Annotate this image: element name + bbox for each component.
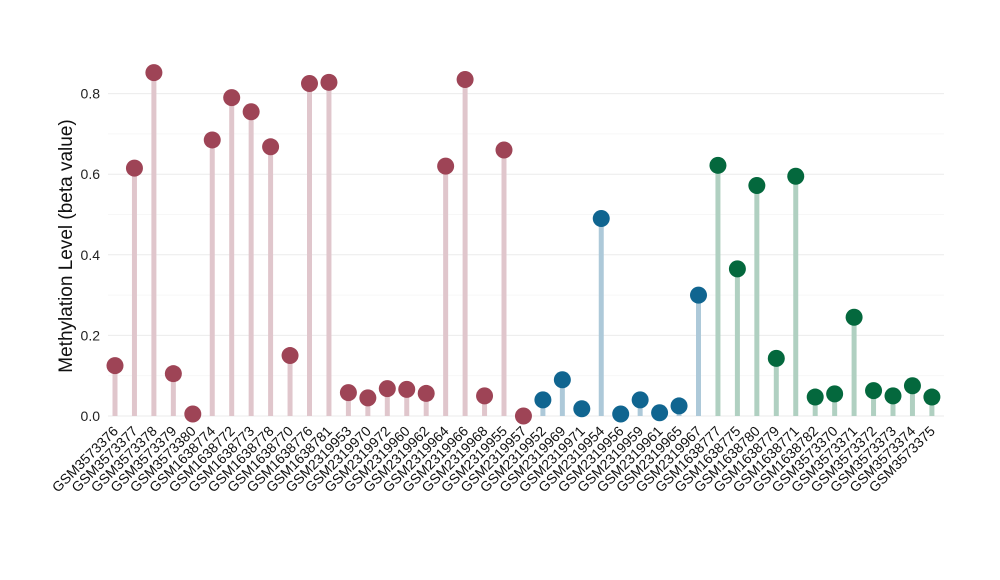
point-GSM1638774 [203,131,221,149]
point-GSM3573377 [125,159,143,177]
point-GSM1638781 [320,73,338,91]
x-axis: GSM3573376GSM3573377GSM3573378GSM3573379… [49,423,938,496]
point-GSM1638773 [242,103,260,121]
point-GSM1638779 [767,349,785,367]
point-GSM2319956 [612,405,630,423]
point-GSM1638775 [728,260,746,278]
point-GSM2319967 [690,286,707,304]
point-GSM3573374 [903,377,921,395]
point-GSM2319972 [378,380,396,398]
grid-lines [108,93,944,417]
stems [112,72,935,416]
y-tick-label: 0.4 [81,247,101,263]
point-GSM2319969 [553,371,571,389]
point-GSM2319955 [495,141,513,159]
point-GSM1638777 [709,156,727,174]
point-GSM1638771 [787,167,805,185]
point-GSM2319965 [670,397,688,415]
point-GSM3573373 [884,387,902,405]
y-tick-label: 0.6 [81,166,101,182]
point-GSM2319964 [437,157,455,175]
point-GSM3573378 [145,64,163,82]
point-GSM2319960 [398,380,416,398]
point-GSM3573371 [845,308,863,326]
point-GSM3573376 [106,357,124,375]
point-GSM2319962 [417,384,435,402]
point-GSM3573379 [164,365,182,383]
point-GSM3573380 [184,405,202,423]
y-tick-label: 0.8 [81,86,101,102]
y-tick-label: 0.2 [81,327,101,343]
data-points [106,64,941,425]
point-GSM2319971 [573,400,591,418]
point-GSM1638782 [806,388,824,406]
point-GSM2319968 [476,387,494,405]
point-GSM2319957 [514,407,532,425]
point-GSM3573372 [865,382,883,400]
point-GSM2319954 [592,210,610,228]
y-tick-label: 0.0 [81,408,101,424]
point-GSM2319970 [359,389,377,407]
point-GSM1638772 [223,89,241,107]
point-GSM1638778 [262,138,280,156]
point-GSM1638770 [281,347,299,365]
point-GSM2319966 [456,70,474,88]
point-GSM2319961 [651,404,669,422]
y-axis: 0.0 0.2 0.4 0.6 0.8 [81,86,101,424]
point-GSM1638780 [748,176,766,194]
point-GSM2319959 [631,391,649,409]
point-GSM3573375 [923,388,941,406]
point-GSM2319953 [339,384,357,402]
point-GSM2319952 [534,391,552,409]
point-GSM1638776 [301,75,318,93]
point-GSM3573370 [826,385,844,403]
y-axis-label: Methylation Level (beta value) [56,119,77,372]
